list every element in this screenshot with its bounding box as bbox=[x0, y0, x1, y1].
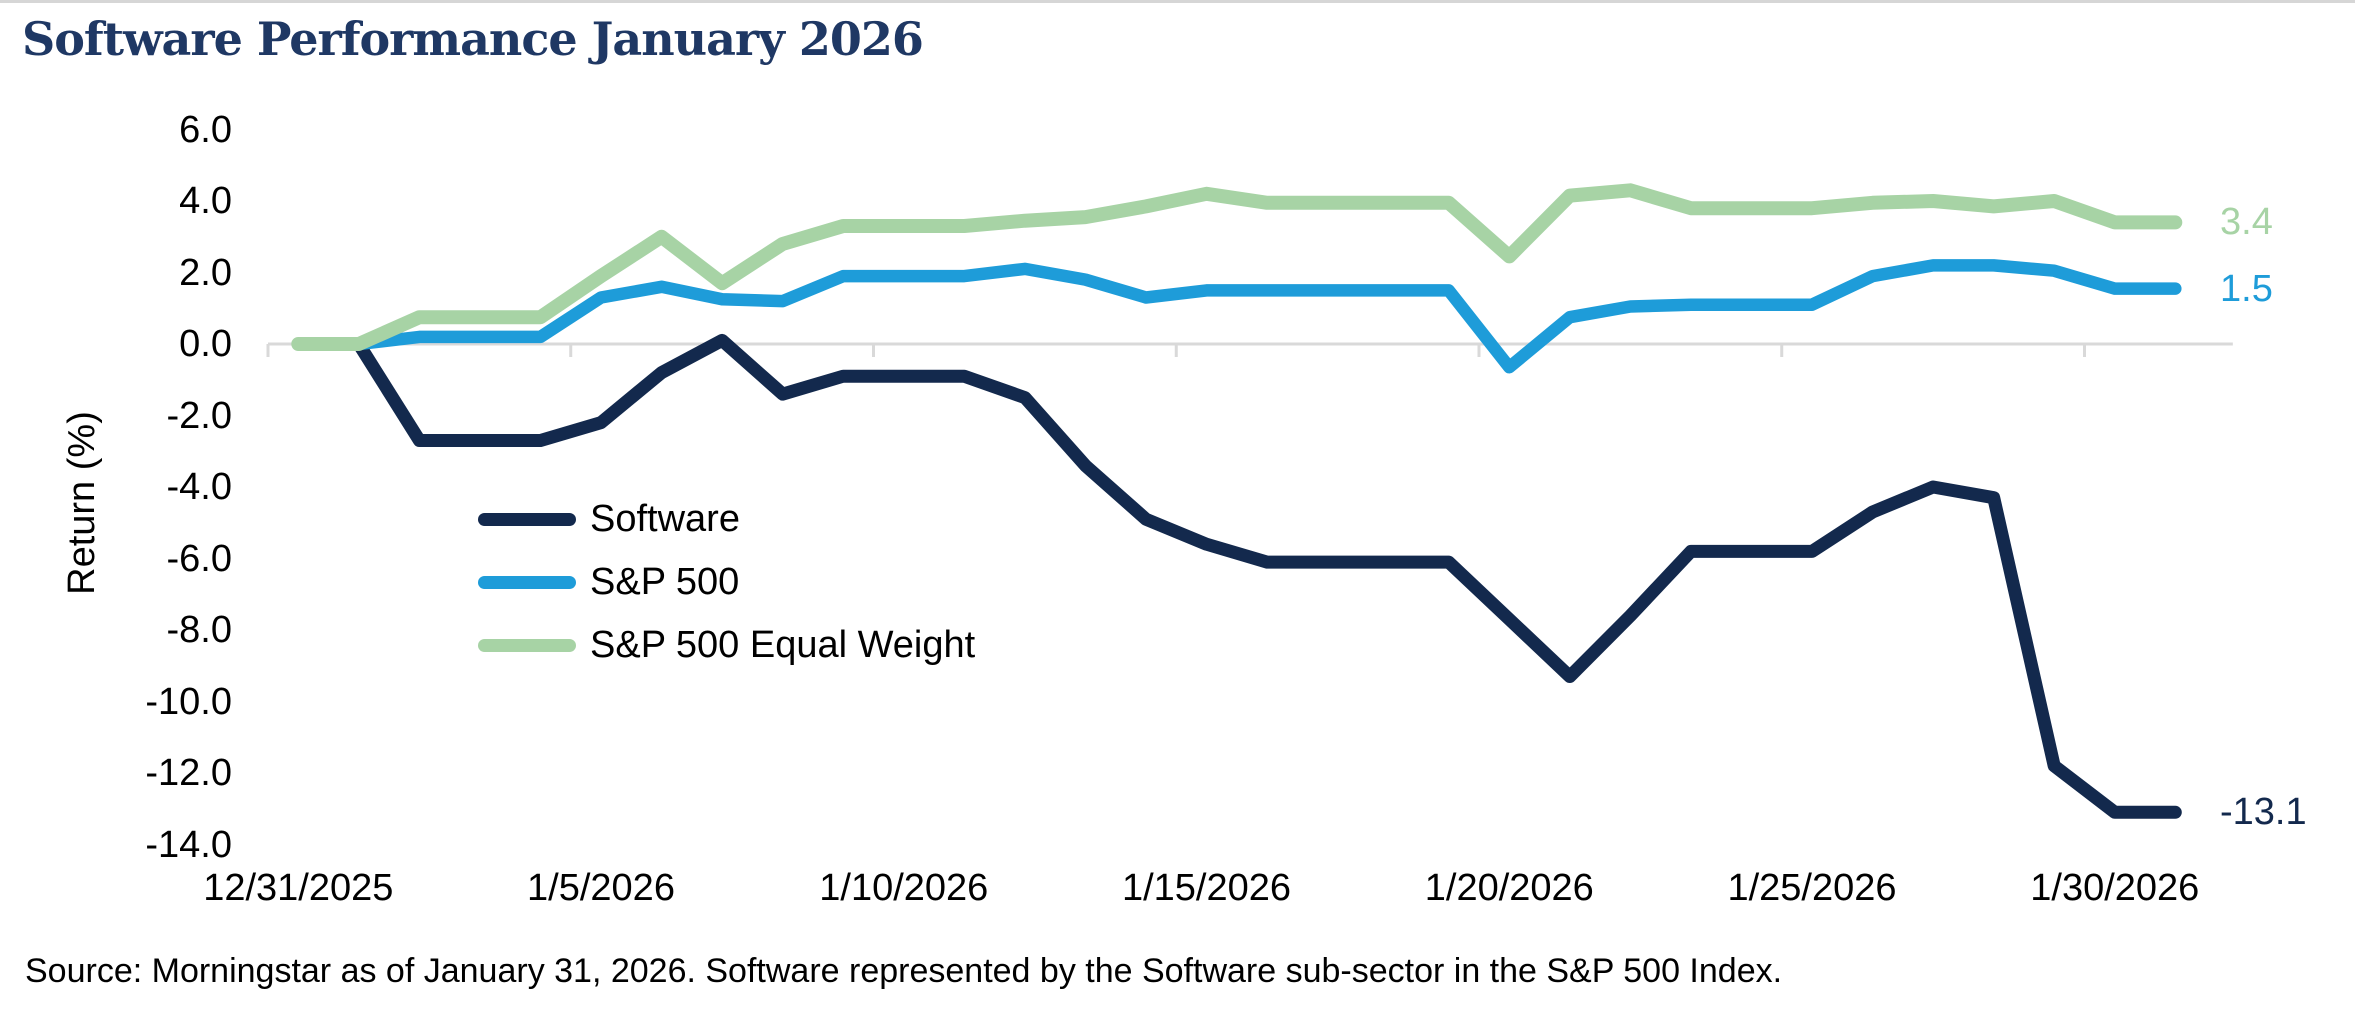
source-note: Source: Morningstar as of January 31, 20… bbox=[25, 952, 1783, 990]
legend-line-swatch bbox=[478, 576, 576, 589]
y-tick-label: -12.0 bbox=[145, 752, 232, 794]
y-tick-label: -10.0 bbox=[145, 680, 232, 723]
x-tick-label: 1/20/2026 bbox=[1424, 867, 1594, 909]
y-tick-label: 6.0 bbox=[179, 108, 232, 151]
y-tick-label: -14.0 bbox=[145, 823, 232, 866]
y-tick-label: -8.0 bbox=[166, 609, 232, 651]
series-line-software bbox=[291, 333, 2182, 819]
series-line-s-p-500-equal-weight bbox=[291, 183, 2183, 351]
x-tick-label: 12/31/2025 bbox=[203, 867, 394, 909]
series-end-value-label: -13.1 bbox=[2220, 791, 2307, 834]
y-tick-label: -6.0 bbox=[166, 537, 232, 580]
x-tick-label: 1/10/2026 bbox=[819, 867, 989, 909]
y-tick-label: -4.0 bbox=[166, 466, 232, 508]
x-tick-label: 1/25/2026 bbox=[1727, 867, 1897, 909]
series-end-value-label: 1.5 bbox=[2220, 267, 2273, 310]
y-tick-label: 4.0 bbox=[179, 180, 232, 222]
series-line-s-p-500 bbox=[292, 259, 2182, 374]
x-tick-label: 1/15/2026 bbox=[1121, 867, 1292, 909]
line-chart-plot bbox=[266, 183, 2233, 819]
legend-label: S&P 500 bbox=[590, 561, 740, 603]
series-end-value-label: 3.4 bbox=[2220, 201, 2273, 244]
legend-line-swatch bbox=[478, 513, 576, 526]
y-tick-label: -2.0 bbox=[166, 394, 232, 437]
chart-title: Software Performance January 2026 bbox=[22, 12, 924, 66]
y-tick-label: 0.0 bbox=[179, 323, 232, 365]
x-tick-label: 1/30/2026 bbox=[2030, 867, 2200, 909]
x-tick-label: 1/5/2026 bbox=[527, 867, 675, 909]
legend-label: Software bbox=[590, 498, 740, 540]
y-tick-label: 2.0 bbox=[179, 251, 232, 294]
legend-line-swatch bbox=[478, 639, 576, 652]
legend-label: S&P 500 Equal Weight bbox=[590, 624, 976, 666]
